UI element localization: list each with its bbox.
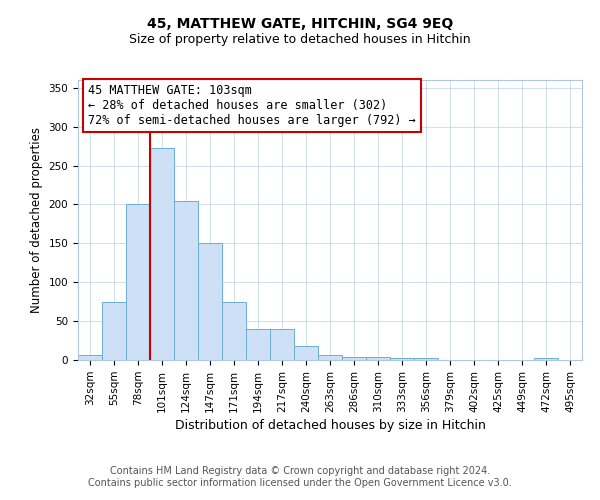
Bar: [78, 354, 102, 360]
Bar: [342, 357, 366, 360]
Bar: [366, 357, 390, 360]
Bar: [222, 302, 246, 360]
Bar: [390, 358, 414, 360]
Bar: [270, 329, 294, 360]
Bar: [126, 204, 150, 360]
Bar: [534, 358, 558, 360]
Y-axis label: Number of detached properties: Number of detached properties: [30, 127, 43, 313]
X-axis label: Distribution of detached houses by size in Hitchin: Distribution of detached houses by size …: [175, 419, 485, 432]
Bar: [102, 302, 126, 360]
Bar: [318, 354, 342, 360]
Text: 45 MATTHEW GATE: 103sqm
← 28% of detached houses are smaller (302)
72% of semi-d: 45 MATTHEW GATE: 103sqm ← 28% of detache…: [88, 84, 416, 127]
Text: 45, MATTHEW GATE, HITCHIN, SG4 9EQ: 45, MATTHEW GATE, HITCHIN, SG4 9EQ: [147, 18, 453, 32]
Text: Size of property relative to detached houses in Hitchin: Size of property relative to detached ho…: [129, 32, 471, 46]
Bar: [294, 346, 318, 360]
Bar: [414, 358, 438, 360]
Bar: [174, 202, 198, 360]
Bar: [198, 244, 222, 360]
Bar: [150, 148, 174, 360]
Bar: [246, 329, 270, 360]
Text: Contains HM Land Registry data © Crown copyright and database right 2024.
Contai: Contains HM Land Registry data © Crown c…: [88, 466, 512, 487]
